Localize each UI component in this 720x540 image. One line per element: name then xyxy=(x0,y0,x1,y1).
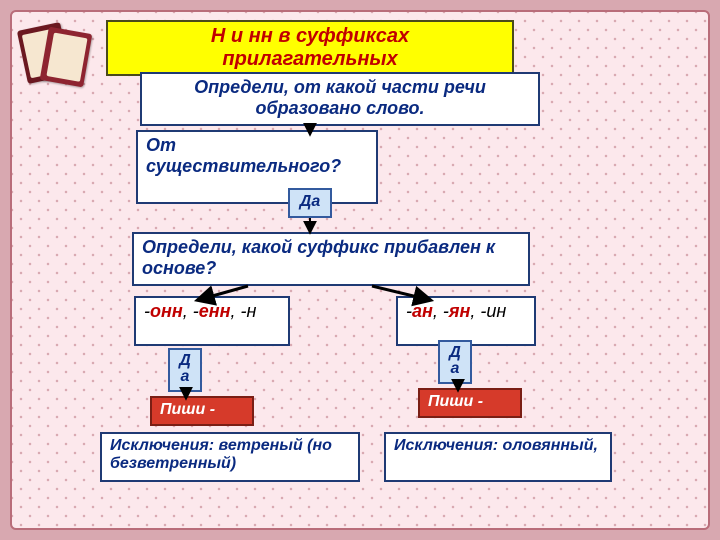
write-left-text: Пиши - xyxy=(160,401,215,418)
question-noun-text: От существительного? xyxy=(146,135,368,176)
suffix-right-box: -ан, -ян, -ин -ан, -ян, -ин xyxy=(396,296,536,346)
yes-1-text: Да xyxy=(300,193,320,210)
suffix-left-box: -онн, -енн, -н -онн, -енн, -н xyxy=(134,296,290,346)
yes-left-text: Да xyxy=(179,352,191,385)
step1-box: Определи, от какой части речи образовано… xyxy=(140,72,540,126)
yes-left: Да xyxy=(168,348,202,392)
question-noun-box: От существительного? xyxy=(136,130,378,204)
yes-right: Да xyxy=(438,340,472,384)
step2-text: Определи, какой суффикс прибавлен к осно… xyxy=(142,237,520,278)
exceptions-left-text: Исключения: ветреный (но безветренный) xyxy=(110,437,332,472)
step1-text: Определи, от какой части речи образовано… xyxy=(150,77,530,118)
books-icon xyxy=(22,26,92,82)
exceptions-left-box: Исключения: ветреный (но безветренный) xyxy=(100,432,360,482)
write-right-box: Пиши - xyxy=(418,388,522,418)
exceptions-right-text: Исключения: оловянный, xyxy=(394,437,598,454)
title-line1: Н и нн в суффиксах xyxy=(211,25,409,47)
yes-right-text: Да xyxy=(449,344,461,377)
yes-1: Да xyxy=(288,188,332,218)
write-right-text: Пиши - xyxy=(428,393,483,410)
write-left-box: Пиши - xyxy=(150,396,254,426)
title-box: Н и нн в суффиксах прилагательных xyxy=(106,20,514,76)
title-line2: прилагательных xyxy=(222,48,397,70)
step2-box: Определи, какой суффикс прибавлен к осно… xyxy=(132,232,530,286)
exceptions-right-box: Исключения: оловянный, xyxy=(384,432,612,482)
